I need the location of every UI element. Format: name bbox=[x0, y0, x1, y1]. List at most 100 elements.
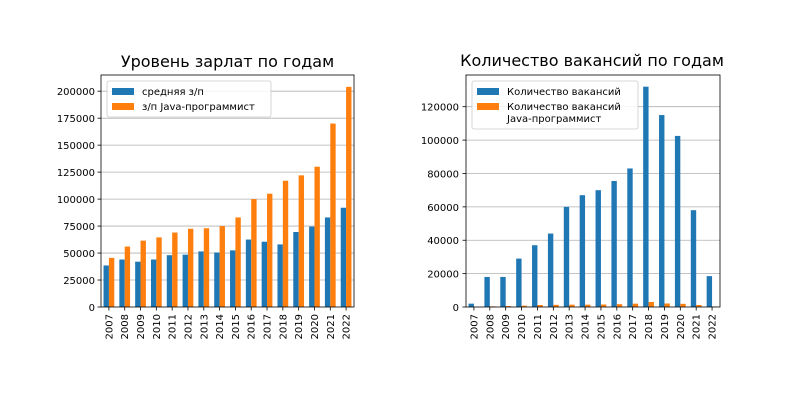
vacancies-bar-orange bbox=[696, 304, 702, 307]
salary-bar-blue bbox=[324, 217, 331, 307]
vacancies-x-tick-label: 2009 bbox=[501, 314, 512, 339]
vacancies-y-tick-label: 0 bbox=[453, 303, 459, 314]
salary-bar-orange bbox=[298, 175, 305, 307]
salary-x-tick-label: 2009 bbox=[136, 314, 147, 339]
salary-x-tick-label: 2012 bbox=[183, 314, 194, 339]
vacancies-bar-orange bbox=[664, 303, 670, 307]
salary-legend-label: средняя з/п bbox=[142, 87, 204, 98]
vacancies-x-tick-label: 2012 bbox=[549, 314, 560, 339]
salary-bar-orange bbox=[235, 217, 241, 307]
vacancies-bar-blue bbox=[706, 276, 713, 307]
salary-bar-blue bbox=[277, 244, 283, 307]
vacancies-x-tick-label: 2016 bbox=[612, 314, 623, 339]
vacancies-bar-blue bbox=[563, 206, 570, 307]
vacancies-bar-orange bbox=[521, 305, 527, 307]
salary-bar-orange bbox=[330, 123, 336, 307]
salary-bar-orange bbox=[267, 193, 273, 307]
vacancies-bar-blue bbox=[579, 195, 586, 307]
vacancies-x-tick-label: 2013 bbox=[565, 314, 576, 339]
vacancies-x-tick-label: 2022 bbox=[708, 314, 719, 339]
vacancies-bar-orange bbox=[537, 304, 543, 307]
salary-y-tick-label: 100000 bbox=[57, 195, 95, 206]
salary-x-tick-label: 2010 bbox=[152, 314, 163, 339]
salary-x-tick-label: 2008 bbox=[120, 314, 131, 339]
vacancies-bar-orange bbox=[569, 304, 575, 307]
vacancies-x-tick-label: 2020 bbox=[676, 314, 687, 339]
vacancies-y-tick-label: 40000 bbox=[427, 236, 459, 247]
salary-bar-blue bbox=[340, 207, 347, 307]
vacancies-x-tick-label: 2011 bbox=[533, 314, 544, 339]
vacancies-bar-blue bbox=[659, 115, 665, 307]
salary-bar-orange bbox=[314, 166, 320, 307]
vacancies-x-tick-label: 2010 bbox=[517, 314, 528, 339]
salary-bar-blue bbox=[198, 251, 204, 307]
salary-bar-orange bbox=[140, 240, 146, 307]
vacancies-bar-orange bbox=[648, 301, 654, 307]
salary-y-tick-label: 75000 bbox=[63, 222, 95, 233]
vacancies-y-tick-label: 120000 bbox=[421, 103, 459, 114]
salary-bar-blue bbox=[135, 261, 141, 307]
salary-x-tick-label: 2018 bbox=[278, 314, 289, 339]
salary-bar-orange bbox=[156, 237, 162, 307]
salary-x-tick-label: 2013 bbox=[199, 314, 210, 339]
vacancies-y-tick-label: 60000 bbox=[427, 203, 459, 214]
vacancies-x-tick-label: 2014 bbox=[581, 314, 592, 339]
salary-bar-blue bbox=[150, 259, 157, 307]
salary-y-tick-label: 50000 bbox=[63, 249, 95, 260]
salary-bar-orange bbox=[251, 199, 257, 307]
salary-y-tick-label: 0 bbox=[89, 303, 95, 314]
salary-y-tick-label: 150000 bbox=[57, 141, 95, 152]
salary-bar-orange bbox=[219, 226, 225, 307]
vacancies-x-tick-label: 2019 bbox=[660, 314, 671, 339]
salary-y-tick-label: 175000 bbox=[57, 114, 95, 125]
vacancies-bar-blue bbox=[643, 86, 649, 307]
vacancies-x-tick-label: 2008 bbox=[485, 314, 496, 339]
vacancies-bar-blue bbox=[595, 190, 601, 307]
salary-y-tick-label: 125000 bbox=[57, 168, 95, 179]
vacancies-chart-title: Количество вакансий по годам bbox=[460, 51, 724, 70]
vacancies-x-tick-label: 2007 bbox=[469, 314, 480, 339]
vacancies-plot-frame bbox=[465, 74, 721, 308]
vacancies-bar-blue bbox=[627, 168, 633, 307]
vacancies-x-tick-label: 2021 bbox=[692, 314, 703, 339]
vacancies-bar-orange bbox=[616, 304, 623, 307]
vacancies-bar-blue bbox=[500, 276, 506, 307]
vacancies-y-tick-label: 100000 bbox=[421, 136, 459, 147]
vacancies-legend-swatch bbox=[477, 88, 499, 95]
salary-bar-blue bbox=[293, 232, 299, 307]
salary-x-tick-label: 2015 bbox=[231, 314, 242, 339]
salary-legend-box bbox=[106, 80, 272, 118]
salary-bar-orange bbox=[108, 257, 115, 307]
salary-bar-blue bbox=[245, 239, 252, 307]
vacancies-y-tick-label: 80000 bbox=[427, 169, 459, 180]
salary-x-tick-label: 2016 bbox=[247, 314, 258, 339]
vacancies-bar-orange bbox=[585, 304, 591, 307]
salary-bar-blue bbox=[230, 250, 236, 307]
salary-x-tick-label: 2011 bbox=[168, 314, 179, 339]
salary-plot-frame bbox=[100, 74, 355, 308]
salary-bar-blue bbox=[309, 226, 315, 307]
vacancies-x-tick-label: 2015 bbox=[596, 314, 607, 339]
salary-legend-swatch bbox=[112, 88, 134, 95]
vacancies-bar-blue bbox=[516, 258, 522, 307]
salary-y-tick-label: 25000 bbox=[63, 276, 95, 287]
salary-x-tick-label: 2022 bbox=[342, 314, 353, 339]
vacancies-bar-blue bbox=[674, 135, 681, 307]
salary-x-tick-label: 2020 bbox=[310, 314, 321, 339]
salary-bar-blue bbox=[214, 252, 220, 307]
salary-bar-blue bbox=[261, 241, 268, 307]
vacancies-legend-label: Количество вакансий Java-программист bbox=[506, 102, 621, 125]
salary-legend-swatch bbox=[112, 103, 134, 110]
salary-chart-title: Уровень зарлат по годам bbox=[121, 52, 334, 71]
salary-chart: Уровень зарлат по годам 0 25000 50000 75000… bbox=[57, 52, 355, 339]
vacancies-bar-orange bbox=[680, 303, 686, 307]
vacancies-bar-orange bbox=[553, 304, 559, 307]
vacancies-legend-label: Количество вакансий bbox=[507, 87, 621, 98]
vacancies-bar-orange bbox=[632, 303, 639, 307]
vacancies-bar-blue bbox=[484, 276, 490, 307]
salary-x-tick-label: 2021 bbox=[326, 314, 337, 339]
vacancies-chart: Количество вакансий по годам 0 20000 40000… bbox=[421, 51, 724, 339]
salary-bar-orange bbox=[187, 228, 194, 307]
